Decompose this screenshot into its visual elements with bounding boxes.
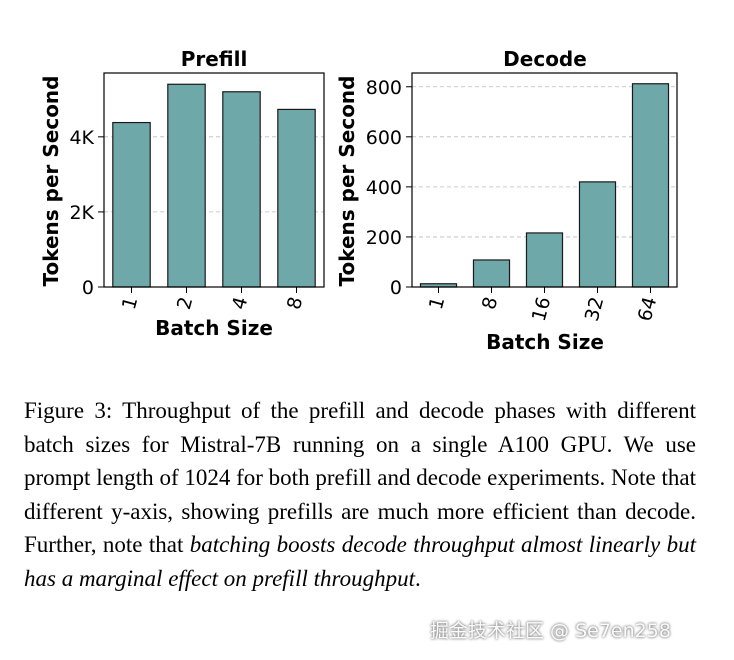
- x-tick-label: 4: [228, 295, 252, 312]
- y-ticks: 0 2K 4K: [69, 127, 104, 299]
- x-tick-label: 16: [528, 295, 556, 324]
- bar-8: [277, 108, 316, 288]
- bars: [112, 83, 316, 288]
- bar-1: [112, 121, 151, 288]
- x-ticks: 1 8 16 32 64: [425, 287, 661, 324]
- x-tick-label: 2: [173, 295, 197, 312]
- y-tick-label: 400: [366, 177, 402, 199]
- bar-2: [167, 83, 206, 288]
- figure-caption: Figure 3: Throughput of the prefill and …: [24, 394, 696, 595]
- x-axis-label: Batch Size: [155, 316, 273, 340]
- y-tick-label: 800: [366, 77, 402, 99]
- bar-16: [525, 232, 564, 288]
- x-tick-label: 8: [283, 295, 307, 312]
- x-tick-label: 1: [425, 295, 449, 312]
- bar-64: [631, 83, 670, 288]
- y-axis-label: Tokens per Second: [335, 76, 359, 287]
- caption-italic-text: batching boosts decode throughput almost…: [24, 532, 696, 591]
- x-axis-label: Batch Size: [486, 330, 604, 354]
- y-tick-label: 2K: [69, 202, 94, 224]
- plot-frame: [411, 72, 678, 288]
- prefill-chart: Prefill Batch Size Tokens per Second 0 2K…: [39, 47, 325, 340]
- bar-8: [472, 259, 511, 288]
- y-tick-label: 0: [390, 277, 402, 299]
- y-tick-label: 600: [366, 127, 402, 149]
- x-tick-label: 8: [478, 295, 502, 312]
- x-ticks: 1 2 4 8: [118, 287, 307, 312]
- x-tick-label: 64: [634, 295, 662, 324]
- charts-figure: Prefill Batch Size Tokens per Second 0 2K…: [39, 47, 678, 354]
- chart-title: Prefill: [181, 47, 248, 71]
- y-axis-label: Tokens per Second: [39, 76, 63, 287]
- y-tick-label: 200: [366, 227, 402, 249]
- chart-title: Decode: [503, 47, 587, 71]
- watermark: 掘金技术社区 @ Se7en258: [430, 620, 671, 642]
- y-tick-label: 0: [82, 277, 94, 299]
- y-tick-label: 4K: [69, 127, 94, 149]
- plot-frame: [103, 72, 325, 288]
- x-tick-label: 32: [581, 295, 609, 324]
- bar-32: [578, 181, 617, 288]
- caption-text: Figure 3: Throughput of the prefill and …: [24, 398, 696, 557]
- caption-end: .: [414, 565, 421, 591]
- decode-chart: Decode Batch Size Tokens per Second 0 200…: [335, 47, 678, 354]
- bar-4: [222, 91, 261, 288]
- bars: [419, 83, 670, 288]
- x-tick-label: 1: [118, 295, 142, 312]
- y-ticks: 0 200 400 600 800: [366, 77, 412, 299]
